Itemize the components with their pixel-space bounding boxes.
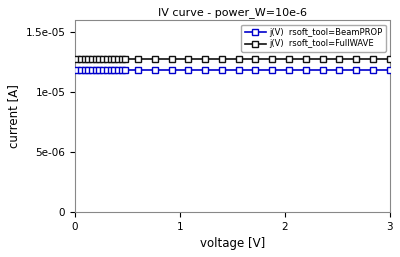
X-axis label: voltage [V]: voltage [V] — [200, 237, 265, 250]
Legend: j(V)  rsoft_tool=BeamPROP, j(V)  rsoft_tool=FullWAVE: j(V) rsoft_tool=BeamPROP, j(V) rsoft_too… — [242, 25, 386, 52]
Y-axis label: current [A]: current [A] — [7, 84, 20, 148]
Title: IV curve - power_W=10e-6: IV curve - power_W=10e-6 — [158, 7, 307, 18]
